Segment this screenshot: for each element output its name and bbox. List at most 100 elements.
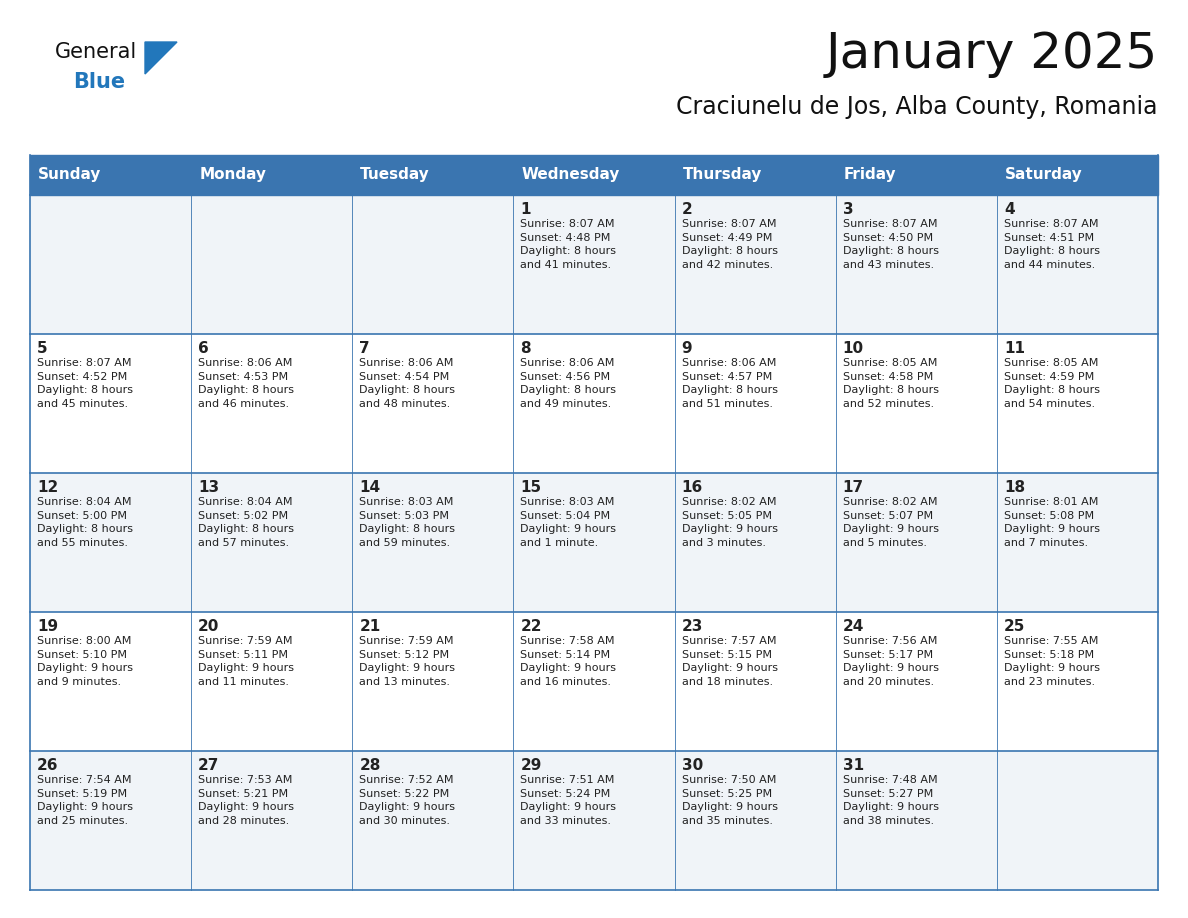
Bar: [191, 473, 353, 612]
Text: Sunrise: 7:51 AM
Sunset: 5:24 PM
Daylight: 9 hours
and 33 minutes.: Sunrise: 7:51 AM Sunset: 5:24 PM Dayligh…: [520, 775, 617, 826]
Text: Sunrise: 8:07 AM
Sunset: 4:49 PM
Daylight: 8 hours
and 42 minutes.: Sunrise: 8:07 AM Sunset: 4:49 PM Dayligh…: [682, 219, 778, 270]
Text: 9: 9: [682, 341, 693, 356]
Text: Sunrise: 7:59 AM
Sunset: 5:11 PM
Daylight: 9 hours
and 11 minutes.: Sunrise: 7:59 AM Sunset: 5:11 PM Dayligh…: [198, 636, 295, 687]
Text: Sunrise: 8:07 AM
Sunset: 4:50 PM
Daylight: 8 hours
and 43 minutes.: Sunrise: 8:07 AM Sunset: 4:50 PM Dayligh…: [842, 219, 939, 270]
Text: Sunrise: 8:00 AM
Sunset: 5:10 PM
Daylight: 9 hours
and 9 minutes.: Sunrise: 8:00 AM Sunset: 5:10 PM Dayligh…: [37, 636, 133, 687]
Text: 10: 10: [842, 341, 864, 356]
Text: 29: 29: [520, 758, 542, 773]
Bar: [835, 334, 997, 473]
Text: Sunrise: 8:02 AM
Sunset: 5:05 PM
Daylight: 9 hours
and 3 minutes.: Sunrise: 8:02 AM Sunset: 5:05 PM Dayligh…: [682, 497, 778, 548]
Text: 4: 4: [1004, 202, 1015, 217]
Bar: [997, 334, 1158, 473]
Bar: [353, 155, 513, 195]
Text: Blue: Blue: [72, 72, 125, 92]
Text: 2: 2: [682, 202, 693, 217]
Text: Sunrise: 7:55 AM
Sunset: 5:18 PM
Daylight: 9 hours
and 23 minutes.: Sunrise: 7:55 AM Sunset: 5:18 PM Dayligh…: [1004, 636, 1100, 687]
Bar: [675, 334, 835, 473]
Bar: [997, 612, 1158, 751]
Text: Sunrise: 7:50 AM
Sunset: 5:25 PM
Daylight: 9 hours
and 35 minutes.: Sunrise: 7:50 AM Sunset: 5:25 PM Dayligh…: [682, 775, 778, 826]
Text: 22: 22: [520, 619, 542, 634]
Bar: [835, 195, 997, 334]
Bar: [30, 155, 191, 195]
Bar: [513, 751, 675, 890]
Bar: [997, 155, 1158, 195]
Bar: [835, 155, 997, 195]
Text: 28: 28: [359, 758, 380, 773]
Bar: [353, 334, 513, 473]
Text: Sunrise: 7:52 AM
Sunset: 5:22 PM
Daylight: 9 hours
and 30 minutes.: Sunrise: 7:52 AM Sunset: 5:22 PM Dayligh…: [359, 775, 455, 826]
Text: Sunrise: 8:06 AM
Sunset: 4:54 PM
Daylight: 8 hours
and 48 minutes.: Sunrise: 8:06 AM Sunset: 4:54 PM Dayligh…: [359, 358, 455, 409]
Bar: [30, 195, 191, 334]
Text: 21: 21: [359, 619, 380, 634]
Text: 15: 15: [520, 480, 542, 495]
Text: 16: 16: [682, 480, 703, 495]
Text: Sunrise: 8:03 AM
Sunset: 5:04 PM
Daylight: 9 hours
and 1 minute.: Sunrise: 8:03 AM Sunset: 5:04 PM Dayligh…: [520, 497, 617, 548]
Bar: [513, 612, 675, 751]
Text: 13: 13: [198, 480, 220, 495]
Bar: [353, 195, 513, 334]
Text: Sunrise: 7:53 AM
Sunset: 5:21 PM
Daylight: 9 hours
and 28 minutes.: Sunrise: 7:53 AM Sunset: 5:21 PM Dayligh…: [198, 775, 295, 826]
Text: Sunrise: 8:07 AM
Sunset: 4:48 PM
Daylight: 8 hours
and 41 minutes.: Sunrise: 8:07 AM Sunset: 4:48 PM Dayligh…: [520, 219, 617, 270]
Bar: [30, 334, 191, 473]
Bar: [30, 473, 191, 612]
Bar: [353, 612, 513, 751]
Polygon shape: [145, 42, 177, 74]
Bar: [675, 473, 835, 612]
Bar: [513, 155, 675, 195]
Text: Sunrise: 8:01 AM
Sunset: 5:08 PM
Daylight: 9 hours
and 7 minutes.: Sunrise: 8:01 AM Sunset: 5:08 PM Dayligh…: [1004, 497, 1100, 548]
Text: 26: 26: [37, 758, 58, 773]
Text: 25: 25: [1004, 619, 1025, 634]
Text: 31: 31: [842, 758, 864, 773]
Text: 23: 23: [682, 619, 703, 634]
Bar: [675, 155, 835, 195]
Text: Sunrise: 7:54 AM
Sunset: 5:19 PM
Daylight: 9 hours
and 25 minutes.: Sunrise: 7:54 AM Sunset: 5:19 PM Dayligh…: [37, 775, 133, 826]
Bar: [835, 751, 997, 890]
Bar: [191, 334, 353, 473]
Text: Monday: Monday: [200, 167, 266, 183]
Text: Sunrise: 8:06 AM
Sunset: 4:57 PM
Daylight: 8 hours
and 51 minutes.: Sunrise: 8:06 AM Sunset: 4:57 PM Dayligh…: [682, 358, 778, 409]
Text: Sunrise: 8:03 AM
Sunset: 5:03 PM
Daylight: 8 hours
and 59 minutes.: Sunrise: 8:03 AM Sunset: 5:03 PM Dayligh…: [359, 497, 455, 548]
Text: Sunrise: 8:06 AM
Sunset: 4:56 PM
Daylight: 8 hours
and 49 minutes.: Sunrise: 8:06 AM Sunset: 4:56 PM Dayligh…: [520, 358, 617, 409]
Text: Sunrise: 8:07 AM
Sunset: 4:52 PM
Daylight: 8 hours
and 45 minutes.: Sunrise: 8:07 AM Sunset: 4:52 PM Dayligh…: [37, 358, 133, 409]
Text: Sunday: Sunday: [38, 167, 101, 183]
Text: Sunrise: 7:48 AM
Sunset: 5:27 PM
Daylight: 9 hours
and 38 minutes.: Sunrise: 7:48 AM Sunset: 5:27 PM Dayligh…: [842, 775, 939, 826]
Text: Sunrise: 7:57 AM
Sunset: 5:15 PM
Daylight: 9 hours
and 18 minutes.: Sunrise: 7:57 AM Sunset: 5:15 PM Dayligh…: [682, 636, 778, 687]
Text: 5: 5: [37, 341, 48, 356]
Bar: [191, 155, 353, 195]
Bar: [835, 612, 997, 751]
Text: January 2025: January 2025: [826, 30, 1158, 78]
Text: Sunrise: 8:05 AM
Sunset: 4:59 PM
Daylight: 8 hours
and 54 minutes.: Sunrise: 8:05 AM Sunset: 4:59 PM Dayligh…: [1004, 358, 1100, 409]
Bar: [353, 473, 513, 612]
Bar: [353, 751, 513, 890]
Text: Wednesday: Wednesday: [522, 167, 620, 183]
Text: 6: 6: [198, 341, 209, 356]
Text: 27: 27: [198, 758, 220, 773]
Text: Tuesday: Tuesday: [360, 167, 430, 183]
Text: Sunrise: 7:58 AM
Sunset: 5:14 PM
Daylight: 9 hours
and 16 minutes.: Sunrise: 7:58 AM Sunset: 5:14 PM Dayligh…: [520, 636, 617, 687]
Text: Sunrise: 8:05 AM
Sunset: 4:58 PM
Daylight: 8 hours
and 52 minutes.: Sunrise: 8:05 AM Sunset: 4:58 PM Dayligh…: [842, 358, 939, 409]
Text: Sunrise: 8:06 AM
Sunset: 4:53 PM
Daylight: 8 hours
and 46 minutes.: Sunrise: 8:06 AM Sunset: 4:53 PM Dayligh…: [198, 358, 295, 409]
Text: Sunrise: 8:04 AM
Sunset: 5:00 PM
Daylight: 8 hours
and 55 minutes.: Sunrise: 8:04 AM Sunset: 5:00 PM Dayligh…: [37, 497, 133, 548]
Bar: [675, 195, 835, 334]
Bar: [191, 612, 353, 751]
Text: 18: 18: [1004, 480, 1025, 495]
Text: 8: 8: [520, 341, 531, 356]
Bar: [30, 751, 191, 890]
Bar: [191, 751, 353, 890]
Bar: [835, 473, 997, 612]
Text: 1: 1: [520, 202, 531, 217]
Text: Friday: Friday: [843, 167, 896, 183]
Text: 12: 12: [37, 480, 58, 495]
Text: Craciunelu de Jos, Alba County, Romania: Craciunelu de Jos, Alba County, Romania: [676, 95, 1158, 119]
Bar: [513, 473, 675, 612]
Text: Sunrise: 8:07 AM
Sunset: 4:51 PM
Daylight: 8 hours
and 44 minutes.: Sunrise: 8:07 AM Sunset: 4:51 PM Dayligh…: [1004, 219, 1100, 270]
Bar: [513, 334, 675, 473]
Bar: [997, 473, 1158, 612]
Bar: [675, 751, 835, 890]
Text: 11: 11: [1004, 341, 1025, 356]
Text: Sunrise: 8:02 AM
Sunset: 5:07 PM
Daylight: 9 hours
and 5 minutes.: Sunrise: 8:02 AM Sunset: 5:07 PM Dayligh…: [842, 497, 939, 548]
Text: 14: 14: [359, 480, 380, 495]
Bar: [191, 195, 353, 334]
Bar: [675, 612, 835, 751]
Bar: [997, 751, 1158, 890]
